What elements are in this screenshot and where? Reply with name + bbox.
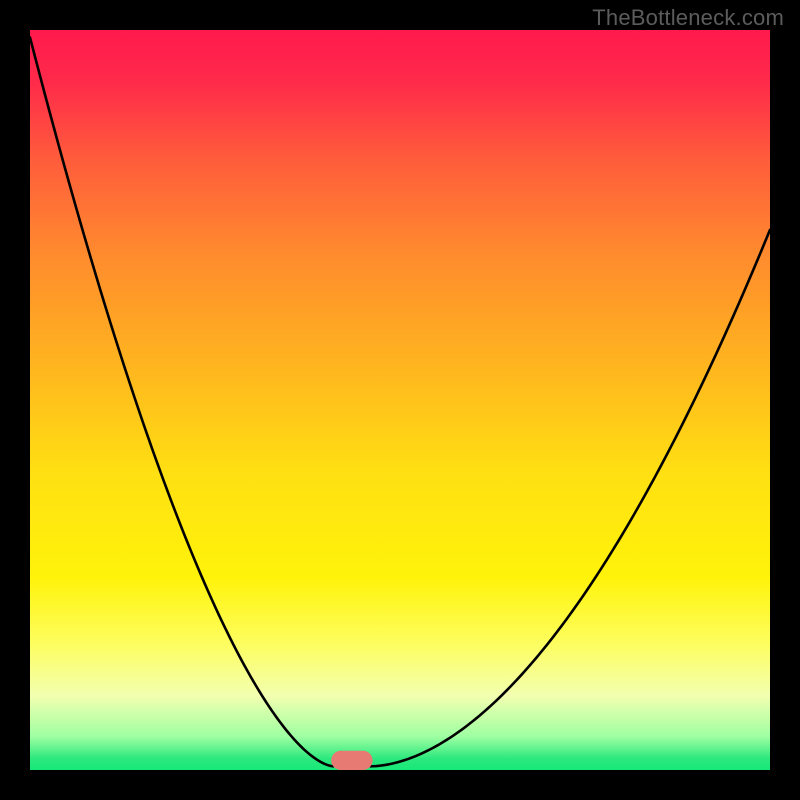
chart-root: TheBottleneck.com (0, 0, 800, 800)
bottleneck-marker (331, 751, 372, 770)
bottleneck-chart (0, 0, 800, 800)
plot-background (30, 30, 770, 770)
watermark-text: TheBottleneck.com (592, 5, 784, 31)
